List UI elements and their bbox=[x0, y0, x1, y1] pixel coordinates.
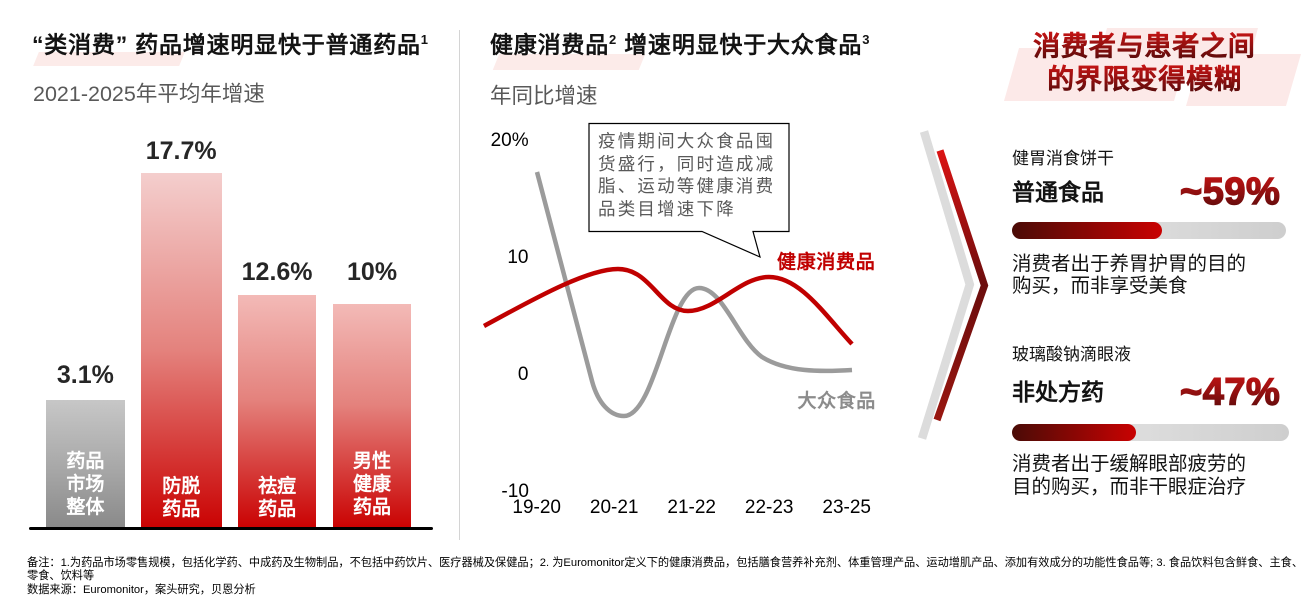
svg-text:消费者与患者之间: 消费者与患者之间 bbox=[1033, 31, 1255, 62]
svg-text:~59%: ~59% bbox=[1180, 171, 1280, 213]
svg-text:~47%: ~47% bbox=[1180, 372, 1280, 414]
svg-text:的界限变得模糊: 的界限变得模糊 bbox=[1047, 64, 1242, 95]
